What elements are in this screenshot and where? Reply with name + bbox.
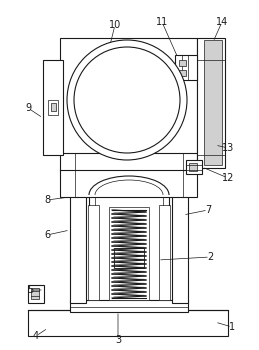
Bar <box>51 103 56 111</box>
Text: 10: 10 <box>109 20 121 30</box>
Text: 11: 11 <box>156 17 168 27</box>
Bar <box>186 160 202 174</box>
Bar <box>31 288 39 299</box>
Bar <box>60 38 197 153</box>
Bar <box>28 285 44 303</box>
Text: 4: 4 <box>33 331 39 341</box>
Bar <box>28 310 228 336</box>
Text: 5: 5 <box>27 285 33 295</box>
Bar <box>43 60 63 155</box>
Text: 2: 2 <box>207 252 213 262</box>
Bar <box>175 55 197 80</box>
Bar <box>109 207 149 300</box>
Bar <box>60 152 197 197</box>
Text: 1: 1 <box>229 322 235 332</box>
Text: 13: 13 <box>222 143 234 153</box>
Bar <box>88 205 99 300</box>
Text: 7: 7 <box>205 205 211 215</box>
Bar <box>159 205 170 300</box>
Text: 3: 3 <box>115 335 121 345</box>
Bar <box>179 60 186 66</box>
Text: 12: 12 <box>222 173 234 183</box>
Bar <box>179 70 186 76</box>
Bar <box>70 300 188 312</box>
Bar <box>70 193 86 303</box>
Bar <box>197 38 225 168</box>
Bar <box>204 40 222 165</box>
Bar <box>114 248 144 268</box>
Bar <box>172 193 188 303</box>
Text: 9: 9 <box>25 103 31 113</box>
Circle shape <box>67 40 187 160</box>
Text: 8: 8 <box>44 195 50 205</box>
Text: 6: 6 <box>44 230 50 240</box>
Bar <box>189 163 197 171</box>
Bar <box>48 100 58 115</box>
Text: 14: 14 <box>216 17 228 27</box>
